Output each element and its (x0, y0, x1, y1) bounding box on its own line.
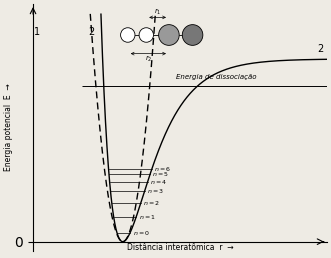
Text: 1: 1 (34, 27, 40, 37)
Text: $n=4$: $n=4$ (150, 178, 167, 186)
Text: $n=0$: $n=0$ (132, 229, 150, 237)
Text: $n=5$: $n=5$ (153, 170, 169, 178)
Text: 2: 2 (317, 44, 324, 54)
Text: $n=1$: $n=1$ (139, 213, 156, 221)
Text: Energia de dissociação: Energia de dissociação (176, 74, 256, 80)
Text: $n=6$: $n=6$ (154, 165, 171, 173)
Y-axis label: Energia potencial  E  →: Energia potencial E → (4, 84, 13, 171)
Text: $n=3$: $n=3$ (147, 187, 164, 195)
Text: $n=2$: $n=2$ (143, 199, 160, 207)
Text: 2: 2 (88, 27, 94, 37)
X-axis label: Distância interatômica  r  →: Distância interatômica r → (127, 243, 233, 252)
